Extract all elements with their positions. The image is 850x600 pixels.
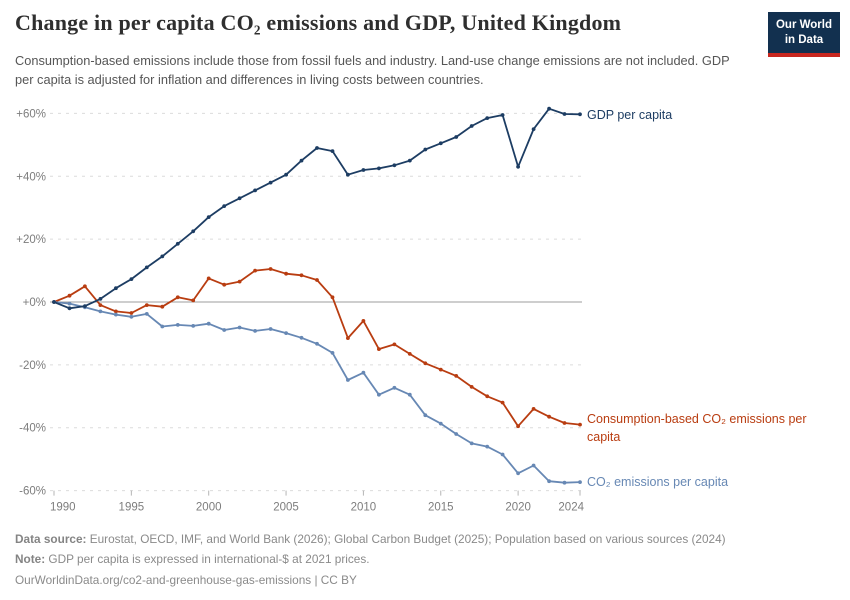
series-consumption-co2[interactable] [52,267,582,429]
footer-note: Note: GDP per capita is expressed in int… [15,549,835,569]
footer-datasource-label: Data source: [15,532,87,546]
series-label-gdp[interactable]: GDP per capita [587,108,673,122]
y-axis-tick-label: -20% [19,360,46,372]
owid-logo[interactable]: Our World in Data [768,12,840,57]
x-axis-tick-label: 2010 [351,502,377,514]
owid-logo-line1: Our World [775,19,832,31]
series-label-co2[interactable]: CO₂ emissions per capita [587,475,729,489]
y-axis-tick-label: -40% [19,423,46,435]
x-axis-tick-label: 2005 [273,502,299,514]
chart-subtitle: Consumption-based emissions include thos… [15,53,730,87]
page-title: Change in per capita CO₂ emissions and G… [15,10,622,35]
footer-note-label: Note: [15,552,46,567]
y-axis-tick-label: +60% [16,108,46,120]
x-axis-tick-label: 2020 [505,502,531,514]
series-co2[interactable] [52,300,582,485]
x-axis-tick-label: 1990 [50,502,76,514]
footer-link[interactable]: OurWorldinData.org/co2-and-greenhouse-ga… [15,572,357,587]
y-axis-tick-label: -60% [19,486,46,498]
y-axis-tick-label: +40% [16,171,46,183]
y-axis-tick-label: +20% [16,234,46,246]
footer-datasource: Data source: Eurostat, OECD, IMF, and Wo… [15,529,835,549]
footer-note-text: GDP per capita is expressed in internati… [45,552,370,567]
x-axis-tick-label: 2015 [428,502,454,514]
y-axis-tick-label: +0% [23,297,46,309]
x-axis-tick-label: 2000 [196,502,222,514]
x-axis-tick-label: 2024 [558,502,584,514]
owid-logo-line2: in Data [784,33,824,46]
x-axis-tick-label: 1995 [119,502,145,514]
series-label-consumption-co2[interactable]: Consumption-based CO₂ emissions per capi… [587,412,807,444]
chart-footer: Data source: Eurostat, OECD, IMF, and Wo… [15,529,835,590]
footer-datasource-text: Eurostat, OECD, IMF, and World Bank (202… [86,532,726,546]
series-gdp[interactable] [52,106,582,311]
